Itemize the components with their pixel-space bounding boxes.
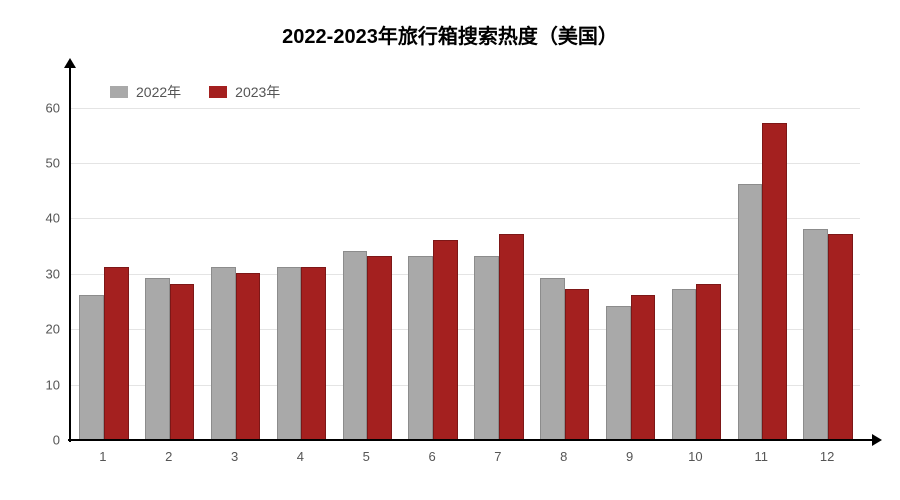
legend-label: 2023年 xyxy=(235,82,280,102)
x-tick-label: 10 xyxy=(688,449,702,464)
x-axis-arrow-icon xyxy=(872,434,882,446)
x-axis xyxy=(68,439,872,441)
legend-item: 2022年 xyxy=(110,82,181,102)
bar xyxy=(631,295,656,440)
x-tick-label: 4 xyxy=(297,449,304,464)
bar xyxy=(565,289,590,440)
bar xyxy=(672,289,697,440)
bar xyxy=(145,278,170,440)
bar xyxy=(211,267,236,440)
bar xyxy=(696,284,721,440)
bar xyxy=(828,234,853,440)
bar xyxy=(343,251,368,440)
bar xyxy=(738,184,763,440)
y-tick-label: 40 xyxy=(46,211,70,226)
y-tick-label: 20 xyxy=(46,322,70,337)
bar xyxy=(433,240,458,440)
legend-swatch-icon xyxy=(209,86,227,98)
y-axis-arrow-icon xyxy=(64,58,76,68)
bar xyxy=(170,284,195,440)
bar xyxy=(408,256,433,440)
bar xyxy=(474,256,499,440)
x-tick-label: 1 xyxy=(99,449,106,464)
bar xyxy=(762,123,787,440)
x-tick-label: 3 xyxy=(231,449,238,464)
bar xyxy=(301,267,326,440)
bar xyxy=(367,256,392,440)
x-tick-label: 6 xyxy=(428,449,435,464)
plot-area: 0102030405060123456789101112 xyxy=(70,80,860,440)
bar xyxy=(236,273,261,440)
bar xyxy=(499,234,524,440)
x-tick-label: 2 xyxy=(165,449,172,464)
grid-line xyxy=(70,108,860,109)
legend-item: 2023年 xyxy=(209,82,280,102)
grid-line xyxy=(70,163,860,164)
y-axis xyxy=(69,68,71,442)
legend: 2022年 2023年 xyxy=(110,82,280,102)
bar xyxy=(277,267,302,440)
x-tick-label: 12 xyxy=(820,449,834,464)
legend-label: 2022年 xyxy=(136,82,181,102)
x-tick-label: 7 xyxy=(494,449,501,464)
x-tick-label: 8 xyxy=(560,449,567,464)
y-tick-label: 10 xyxy=(46,377,70,392)
y-tick-label: 60 xyxy=(46,100,70,115)
chart-container: 2022-2023年旅行箱搜索热度（美国） 010203040506012345… xyxy=(0,0,900,500)
legend-swatch-icon xyxy=(110,86,128,98)
bar xyxy=(540,278,565,440)
y-tick-label: 50 xyxy=(46,156,70,171)
x-tick-label: 11 xyxy=(755,449,769,464)
bar xyxy=(606,306,631,440)
x-tick-label: 9 xyxy=(626,449,633,464)
bar xyxy=(803,229,828,440)
bar xyxy=(104,267,129,440)
chart-title: 2022-2023年旅行箱搜索热度（美国） xyxy=(0,20,900,49)
bar xyxy=(79,295,104,440)
y-tick-label: 30 xyxy=(46,266,70,281)
x-tick-label: 5 xyxy=(363,449,370,464)
